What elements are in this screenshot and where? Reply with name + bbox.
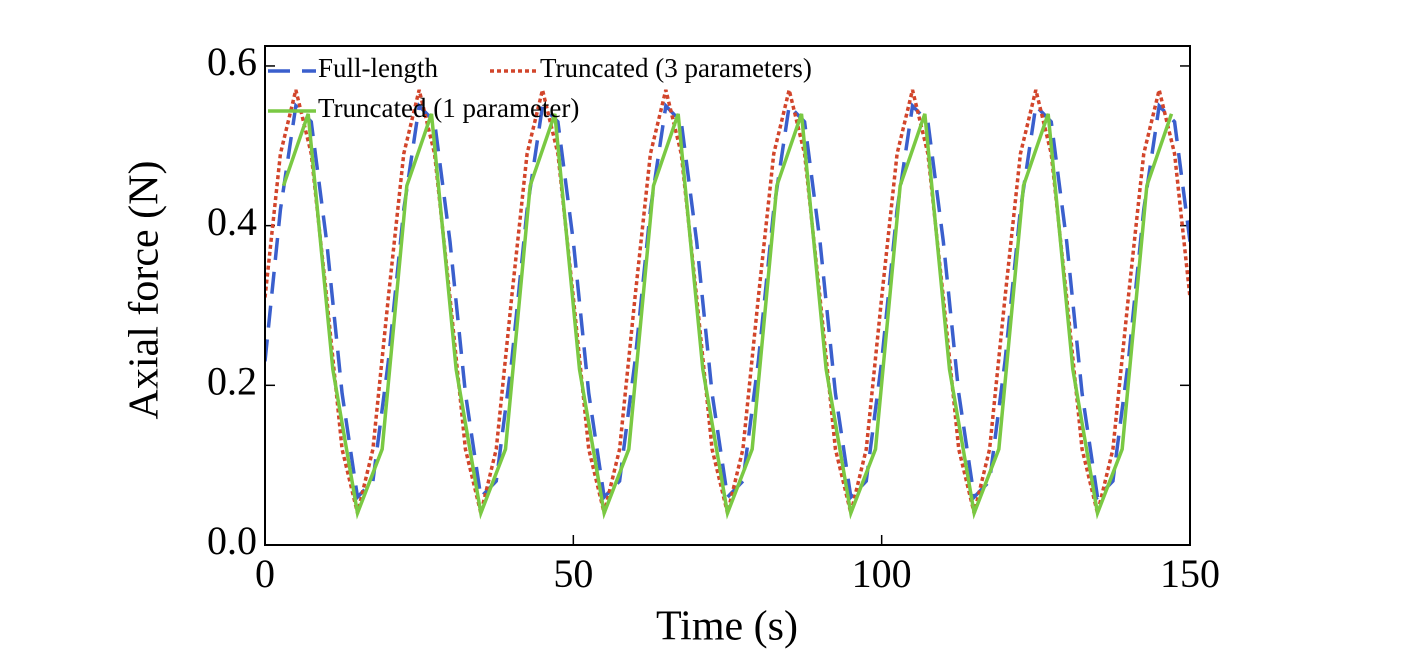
x-axis-label: Time (s) bbox=[656, 604, 798, 650]
legend-label: Truncated (1 parameter) bbox=[318, 93, 579, 123]
y-tick-label: 0.0 bbox=[207, 518, 257, 563]
y-tick-label: 0.4 bbox=[207, 199, 257, 244]
legend-label: Truncated (3 parameters) bbox=[540, 53, 812, 83]
x-tick-label: 50 bbox=[553, 551, 593, 596]
y-axis-label: Axial force (N) bbox=[122, 161, 168, 420]
y-tick-label: 0.6 bbox=[207, 39, 257, 84]
series-line bbox=[281, 113, 1174, 520]
legend-label: Full-length bbox=[318, 53, 438, 83]
x-tick-label: 150 bbox=[1160, 551, 1220, 596]
y-tick-label: 0.2 bbox=[207, 358, 257, 403]
x-tick-label: 100 bbox=[852, 551, 912, 596]
series-line bbox=[265, 102, 1190, 501]
x-tick-label: 0 bbox=[255, 551, 275, 596]
plot-frame bbox=[264, 45, 1191, 546]
